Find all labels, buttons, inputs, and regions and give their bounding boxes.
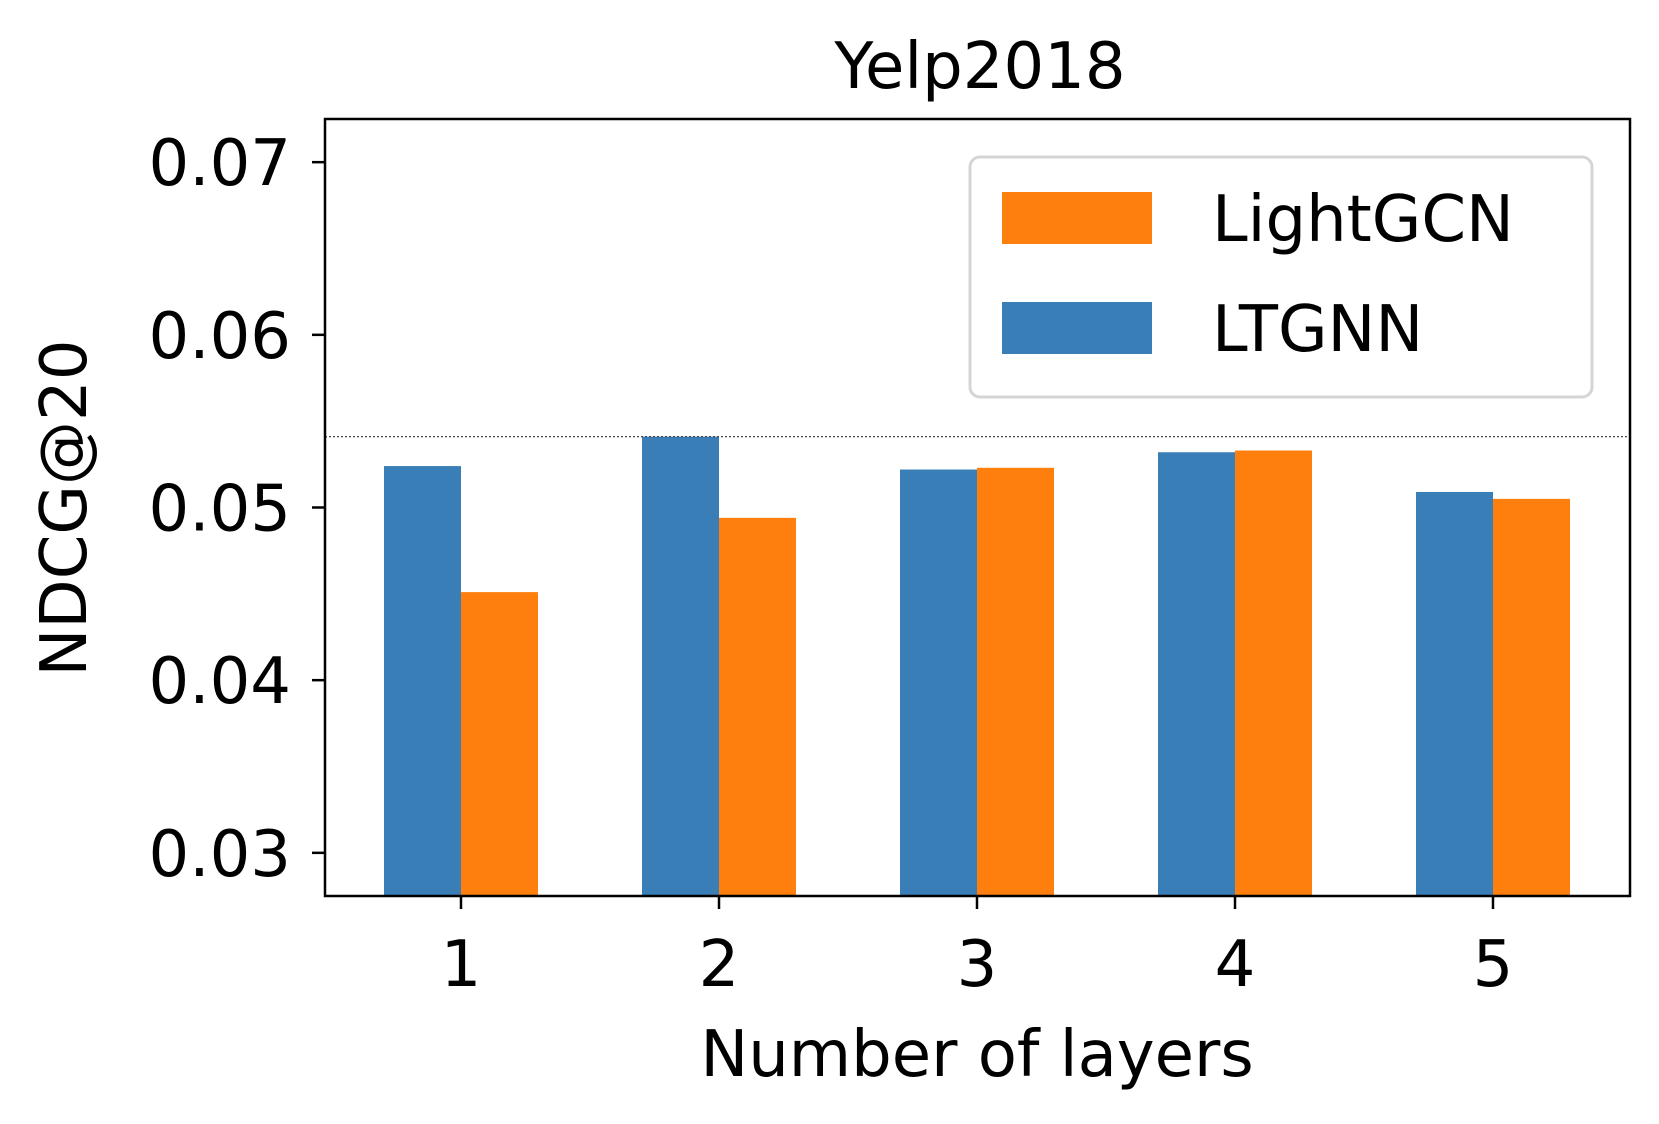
legend: LightGCN LTGNN bbox=[968, 155, 1594, 399]
y-axis: 0.03 0.04 0.05 0.06 0.07 bbox=[149, 127, 325, 892]
y-axis-label: NDCG@20 bbox=[28, 340, 102, 677]
bar-lightgcn-layer-5 bbox=[1493, 498, 1570, 896]
y-tick-label: 0.05 bbox=[149, 473, 292, 547]
bar-lightgcn-layer-4 bbox=[1235, 450, 1312, 896]
legend-swatch-lightgcn bbox=[1002, 192, 1152, 244]
x-tick-label: 5 bbox=[1473, 928, 1514, 1002]
x-tick-label: 3 bbox=[957, 928, 998, 1002]
chart-title: Yelp2018 bbox=[833, 30, 1125, 104]
x-tick-label: 4 bbox=[1215, 928, 1256, 1002]
x-tick-label: 2 bbox=[699, 928, 740, 1002]
legend-swatch-ltgnn bbox=[1002, 302, 1152, 354]
bar-lightgcn-layer-2 bbox=[719, 517, 796, 896]
bar-lightgcn-layer-3 bbox=[977, 467, 1054, 896]
bar-ltgnn-layer-3 bbox=[900, 469, 977, 896]
x-tick-label: 1 bbox=[441, 928, 482, 1002]
bar-lightgcn-layer-1 bbox=[461, 592, 538, 896]
x-axis: 1 2 3 4 5 bbox=[441, 896, 1514, 1002]
legend-label-lightgcn: LightGCN bbox=[1212, 183, 1514, 257]
bar-ltgnn-layer-2 bbox=[642, 436, 719, 896]
bar-ltgnn-layer-5 bbox=[1416, 491, 1493, 896]
bars-layer bbox=[384, 436, 1570, 896]
legend-label-ltgnn: LTGNN bbox=[1212, 293, 1423, 367]
bar-ltgnn-layer-1 bbox=[384, 466, 461, 896]
y-tick-label: 0.04 bbox=[149, 645, 292, 719]
x-axis-label: Number of layers bbox=[700, 1018, 1253, 1092]
y-tick-label: 0.06 bbox=[149, 300, 292, 374]
y-tick-label: 0.07 bbox=[149, 127, 292, 201]
bar-ltgnn-layer-4 bbox=[1158, 452, 1235, 896]
y-tick-label: 0.03 bbox=[149, 818, 292, 892]
legend-items: LightGCN LTGNN bbox=[1002, 183, 1514, 367]
